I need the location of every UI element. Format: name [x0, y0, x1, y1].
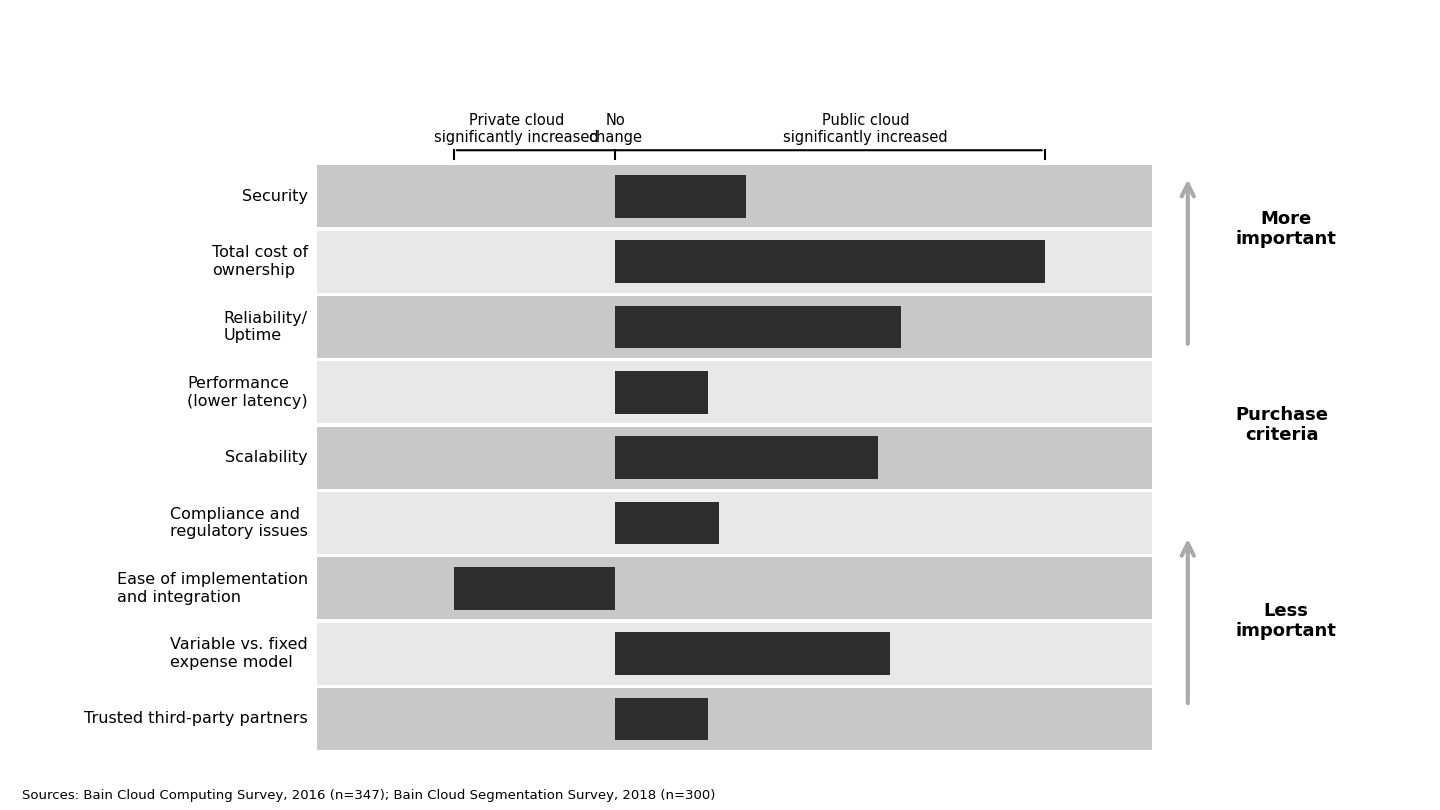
Bar — [317, 296, 1152, 358]
Text: No
change: No change — [588, 113, 642, 145]
Text: Ease of implementation
and integration: Ease of implementation and integration — [117, 572, 308, 604]
Text: Performance
(lower latency): Performance (lower latency) — [187, 376, 308, 408]
Bar — [317, 557, 1152, 620]
Text: Security: Security — [242, 189, 308, 204]
Bar — [317, 165, 1152, 228]
Text: Reliability/
Uptime: Reliability/ Uptime — [223, 311, 308, 343]
Text: Compliance and
regulatory issues: Compliance and regulatory issues — [170, 507, 308, 539]
Bar — [615, 241, 1044, 283]
Text: Variable vs. fixed
expense model: Variable vs. fixed expense model — [170, 637, 308, 670]
Text: More
important: More important — [1236, 210, 1336, 249]
Bar — [615, 437, 877, 479]
Bar — [615, 371, 707, 414]
Bar — [615, 501, 720, 544]
Text: Less
important: Less important — [1236, 602, 1336, 641]
Bar — [317, 427, 1152, 488]
Bar — [317, 361, 1152, 424]
Bar — [615, 305, 901, 348]
Text: Purchase
criteria: Purchase criteria — [1236, 406, 1329, 445]
Text: Sources: Bain Cloud Computing Survey, 2016 (n=347); Bain Cloud Segmentation Surv: Sources: Bain Cloud Computing Survey, 20… — [22, 789, 716, 802]
Bar — [454, 567, 615, 610]
Bar — [317, 231, 1152, 292]
Text: Private cloud
significantly increased: Private cloud significantly increased — [435, 113, 599, 145]
Text: Trusted third-party partners: Trusted third-party partners — [84, 711, 308, 727]
Text: Scalability: Scalability — [225, 450, 308, 465]
Text: Total cost of
ownership: Total cost of ownership — [212, 245, 308, 278]
Bar — [317, 492, 1152, 554]
Bar — [615, 633, 890, 675]
Bar — [317, 623, 1152, 684]
Bar — [317, 688, 1152, 750]
Bar — [615, 697, 707, 740]
Text: Public cloud
significantly increased: Public cloud significantly increased — [783, 113, 948, 145]
Bar — [615, 175, 746, 218]
